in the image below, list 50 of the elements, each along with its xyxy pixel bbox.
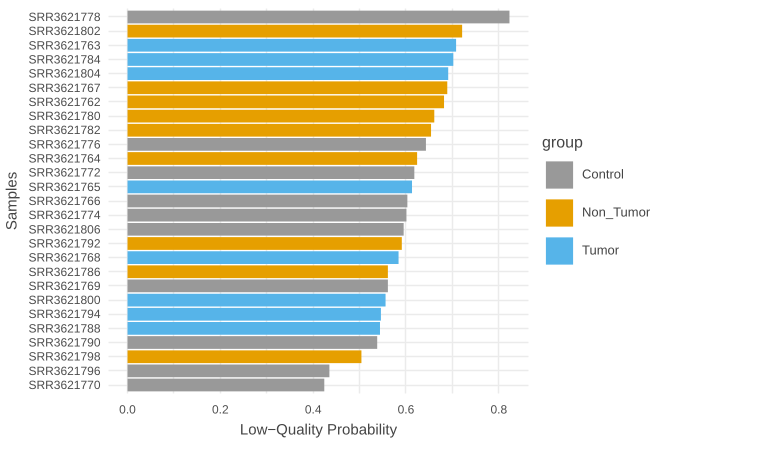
y-tick-label: SRR3621780 bbox=[28, 109, 101, 124]
y-tick-label: SRR3621782 bbox=[28, 123, 101, 138]
y-tick-label: SRR3621767 bbox=[28, 80, 101, 95]
y-axis-title: Samples bbox=[3, 172, 20, 230]
y-tick-label: SRR3621796 bbox=[28, 364, 101, 378]
legend-title: group bbox=[542, 134, 584, 152]
y-tick-label: SRR3621769 bbox=[28, 278, 101, 293]
y-tick-label: SRR3621763 bbox=[28, 38, 101, 52]
legend-label: Control bbox=[582, 166, 625, 182]
y-tick-label: SRR3621764 bbox=[28, 152, 101, 166]
bar bbox=[128, 152, 418, 165]
y-tick-label: SRR3621774 bbox=[28, 208, 101, 222]
legend-label: Tumor bbox=[582, 242, 620, 258]
y-tick-label: SRR3621776 bbox=[28, 137, 101, 152]
y-tick-label: SRR3621802 bbox=[28, 24, 101, 38]
y-tick-label: SRR3621768 bbox=[28, 250, 101, 265]
x-axis-title: Low−Quality Probability bbox=[240, 422, 398, 438]
bar bbox=[128, 180, 412, 194]
y-tick-label: SRR3621800 bbox=[28, 293, 101, 308]
legend-label: Non_Tumor bbox=[582, 204, 650, 220]
x-tick-label: 0.0 bbox=[119, 402, 136, 416]
y-tick-label: SRR3621770 bbox=[28, 378, 101, 392]
y-tick-label: SRR3621778 bbox=[28, 10, 101, 24]
bar bbox=[128, 350, 362, 364]
y-tick-label: SRR3621772 bbox=[28, 166, 101, 180]
y-tick-label: SRR3621788 bbox=[28, 321, 101, 336]
y-tick-label: SRR3621792 bbox=[28, 236, 101, 250]
bar bbox=[128, 24, 462, 38]
bar bbox=[128, 336, 378, 349]
bar bbox=[128, 237, 402, 250]
x-tick-label: 0.6 bbox=[398, 402, 415, 416]
y-tick-label: SRR3621762 bbox=[28, 94, 101, 109]
y-tick-label: SRR3621798 bbox=[28, 350, 101, 364]
bar bbox=[128, 280, 388, 292]
x-tick-label: 0.2 bbox=[212, 402, 230, 416]
y-tick-label: SRR3621784 bbox=[28, 52, 101, 66]
y-tick-label: SRR3621765 bbox=[28, 180, 101, 194]
bar bbox=[128, 166, 414, 180]
bar bbox=[128, 10, 510, 24]
x-tick-label: 0.8 bbox=[490, 402, 508, 416]
y-tick-label: SRR3621804 bbox=[28, 66, 101, 81]
x-tick-label: 0.4 bbox=[304, 402, 322, 416]
y-tick-label: SRR3621806 bbox=[28, 222, 101, 236]
bar bbox=[128, 265, 388, 278]
y-tick-label: SRR3621790 bbox=[28, 336, 101, 350]
y-tick-label: SRR3621766 bbox=[28, 194, 101, 208]
y-tick-label: SRR3621786 bbox=[28, 264, 101, 279]
bar bbox=[128, 138, 426, 151]
bar bbox=[128, 251, 399, 264]
y-tick-label: SRR3621794 bbox=[28, 307, 101, 322]
